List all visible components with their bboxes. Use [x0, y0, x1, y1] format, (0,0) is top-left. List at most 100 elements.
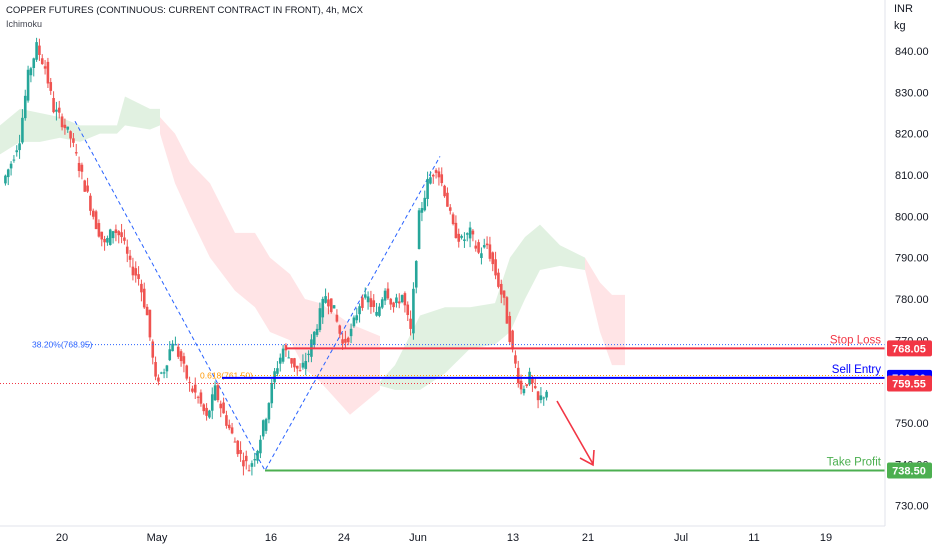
cloud-segment: [160, 117, 380, 415]
candle: [4, 174, 7, 186]
candle: [474, 240, 478, 252]
candle: [335, 309, 339, 323]
candle-body: [199, 392, 203, 404]
candle: [55, 101, 58, 121]
candle: [57, 100, 61, 119]
candle-body: [460, 235, 463, 238]
candle: [485, 236, 489, 249]
candle-body: [301, 362, 305, 368]
candle: [168, 341, 172, 362]
candle-body: [233, 441, 237, 443]
candle: [120, 223, 123, 244]
candle-body: [69, 131, 72, 139]
trend-lines: [74, 121, 441, 472]
candle: [188, 376, 191, 392]
candle-body: [86, 185, 89, 192]
candle-body: [400, 295, 404, 303]
candle: [533, 377, 537, 390]
candle: [100, 231, 104, 247]
candle-body: [242, 460, 245, 467]
candle-body: [108, 229, 112, 245]
candle-body: [448, 207, 452, 211]
x-tick-label: May: [147, 532, 168, 544]
candle: [389, 297, 393, 310]
candle-body: [502, 290, 506, 298]
candle-body: [154, 362, 157, 377]
candle-body: [165, 365, 169, 372]
candle-body: [278, 357, 282, 364]
candle-body: [525, 384, 529, 387]
candle-body: [21, 117, 24, 143]
fib-label: 0.618(761.50): [200, 370, 253, 380]
candle-body: [298, 370, 302, 372]
candle-body: [80, 164, 84, 172]
candle-body: [295, 365, 299, 369]
candle: [111, 230, 115, 244]
candle: [219, 400, 223, 418]
candle-body: [324, 296, 327, 303]
candle: [49, 77, 53, 95]
candle-body: [185, 365, 189, 379]
candle: [239, 441, 242, 462]
x-tick-label: 24: [338, 532, 350, 544]
candle: [406, 301, 410, 322]
candle: [176, 343, 180, 359]
candle: [494, 251, 497, 280]
candle-body: [94, 211, 98, 230]
candle: [312, 330, 316, 350]
candle-body: [315, 328, 319, 335]
candle-body: [145, 306, 149, 316]
candle: [324, 288, 327, 304]
candle-body: [346, 337, 350, 343]
cloud-segment: [585, 257, 625, 366]
candle: [94, 209, 98, 230]
candle-body: [32, 58, 36, 68]
candle: [502, 290, 506, 306]
candle-body: [18, 143, 21, 151]
candle: [247, 464, 251, 472]
candle-body: [43, 66, 47, 69]
candle: [77, 156, 81, 178]
level-price-tag: 768.05: [892, 343, 926, 355]
candle-body: [281, 348, 285, 362]
candle-body: [386, 288, 390, 299]
candle-body: [148, 309, 152, 338]
candle-body: [491, 252, 495, 265]
candle: [227, 419, 231, 431]
candle: [375, 302, 378, 317]
candle: [417, 207, 421, 250]
cloud-segment: [117, 96, 160, 134]
candle: [426, 171, 429, 207]
current-price-tag-bg: [887, 375, 932, 392]
candle: [52, 91, 55, 114]
candle: [301, 354, 305, 370]
candle-body: [210, 394, 214, 411]
candle: [253, 452, 257, 467]
candle-body: [488, 244, 492, 259]
candle-body: [219, 403, 223, 409]
indicator-label[interactable]: Ichimoku: [6, 19, 43, 29]
candle-body: [103, 238, 106, 243]
candle: [137, 266, 140, 286]
candle-body: [259, 439, 262, 454]
candle: [414, 260, 418, 294]
candle-body: [341, 339, 344, 344]
candle-body: [273, 371, 276, 383]
candle-body: [499, 283, 503, 295]
candle-body: [378, 306, 381, 316]
candle-body: [208, 410, 211, 418]
candle-body: [287, 357, 291, 359]
candle: [332, 305, 336, 309]
candle: [12, 155, 16, 163]
candle-body: [545, 391, 548, 398]
candle-body: [443, 185, 446, 197]
candle: [468, 221, 472, 248]
candle-body: [542, 397, 546, 399]
candle: [420, 202, 424, 222]
candle-body: [446, 192, 449, 207]
candle-body: [89, 195, 92, 211]
candle: [233, 437, 237, 443]
candle-body: [335, 314, 339, 322]
candle: [307, 350, 310, 363]
